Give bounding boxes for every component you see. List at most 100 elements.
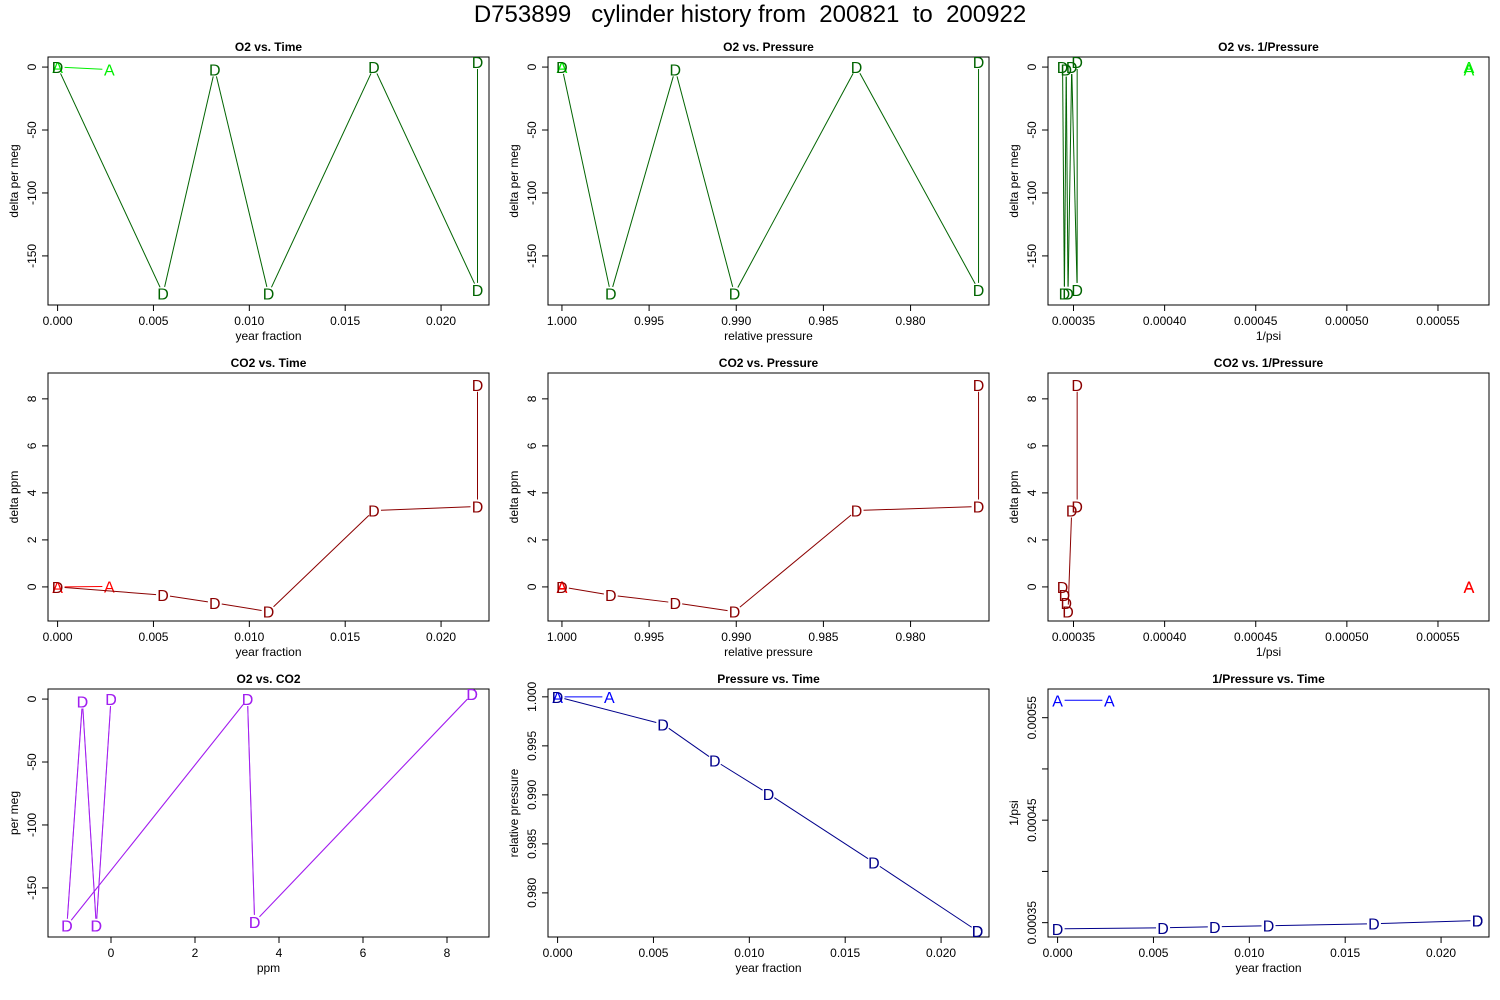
data-point-marker: D	[657, 717, 669, 734]
chart-title: CO2 vs. Pressure	[719, 356, 819, 370]
y-tick-label: 0	[25, 583, 39, 590]
x-axis-label: relative pressure	[724, 645, 813, 659]
data-point-marker: D	[61, 919, 73, 936]
y-tick-label: 0.00035	[1025, 901, 1039, 945]
data-point-marker: A	[1052, 693, 1063, 710]
data-point-marker: D	[1209, 920, 1221, 937]
series-segment	[376, 73, 475, 284]
series-1: AA	[557, 579, 568, 596]
y-axis-label: delta per meg	[1007, 144, 1021, 217]
data-point-marker: D	[1062, 605, 1074, 622]
data-point-marker: D	[729, 287, 741, 304]
y-tick-label: -150	[25, 244, 39, 268]
y-tick-label: 0.985	[525, 829, 539, 859]
data-point-marker: A	[104, 63, 115, 80]
x-tick-label: 6	[360, 946, 367, 960]
data-point-marker: D	[368, 504, 380, 521]
y-tick-label: -100	[25, 181, 39, 205]
y-axis-label: 1/psi	[1007, 800, 1021, 825]
data-point-marker: D	[669, 596, 681, 613]
chart-co2-time: CO2 vs. Time 0.000 0.005 0.010 0.015 0.020 yea…	[7, 356, 490, 659]
data-point-marker: D	[77, 695, 89, 712]
x-tick-label: 4	[276, 946, 283, 960]
series-segment	[774, 797, 869, 860]
y-tick-label: 0.980	[525, 878, 539, 908]
data-point-marker: D	[368, 60, 380, 77]
y-tick-label: 4	[1025, 489, 1039, 496]
data-point-marker: D	[472, 283, 484, 300]
plot-frame	[547, 56, 990, 306]
x-tick-label: 0.00045	[1234, 630, 1278, 644]
data-point-marker: D	[52, 60, 64, 77]
x-axis-label: ppm	[257, 961, 280, 975]
y-tick-label: 0	[25, 63, 39, 70]
chart-co2-pressure: CO2 vs. Pressure 1.000 0.995 0.990 0.985 0.98…	[507, 356, 990, 659]
series-segment	[380, 506, 471, 511]
data-point-marker: D	[209, 596, 221, 613]
data-point-marker: D	[1066, 504, 1078, 521]
y-tick-label: 2	[525, 536, 539, 543]
series-segment	[1170, 926, 1208, 929]
data-point-marker: D	[556, 580, 568, 597]
data-point-marker: D	[466, 687, 478, 704]
y-tick-label: 6	[1025, 442, 1039, 449]
series-1: AA	[1464, 60, 1475, 80]
x-tick-label: 0.005	[138, 630, 168, 644]
data-point-marker: D	[61, 919, 73, 936]
data-point-marker: D	[105, 692, 117, 709]
series-segment	[612, 76, 674, 288]
plot-frame	[1047, 372, 1490, 622]
series-segment	[1067, 74, 1073, 287]
x-tick-label: 0	[108, 946, 115, 960]
x-tick-label: 0.00055	[1416, 314, 1460, 328]
y-tick-label: 0	[1025, 63, 1039, 70]
plot-frame	[547, 688, 990, 938]
series-segment	[247, 706, 255, 915]
series-segment	[271, 73, 372, 288]
chart-title: CO2 vs. 1/Pressure	[1214, 356, 1324, 370]
data-point-marker: D	[1157, 921, 1169, 938]
y-tick-label: -150	[525, 244, 539, 268]
x-tick-label: 0.005	[1138, 946, 1168, 960]
y-tick-label: -50	[1025, 121, 1039, 139]
x-tick-label: 0.000	[1043, 946, 1073, 960]
chart-title: Pressure vs. Time	[717, 672, 820, 686]
x-axis-label: 1/psi	[1256, 329, 1281, 343]
series-segment	[1380, 920, 1471, 924]
x-tick-label: 0.020	[1426, 946, 1456, 960]
data-point-marker: D	[605, 588, 617, 605]
series-segment	[66, 708, 83, 919]
series-segment	[1063, 76, 1067, 287]
series-1: AA	[1464, 579, 1475, 596]
data-point-marker: D	[472, 378, 484, 395]
data-point-marker: D	[105, 692, 117, 709]
page-title: D753899 cylinder history from 200821 to …	[473, 1, 1027, 28]
data-point-marker: D	[472, 55, 484, 72]
data-point-marker: D	[1263, 919, 1275, 936]
x-tick-label: 0.020	[426, 630, 456, 644]
x-tick-label: 0.020	[926, 946, 956, 960]
y-tick-label: 0	[525, 583, 539, 590]
data-point-marker: D	[1057, 60, 1069, 77]
data-point-marker: D	[249, 915, 261, 932]
series-segment	[863, 506, 972, 511]
x-tick-label: 0.015	[330, 630, 360, 644]
data-point-marker: D	[91, 919, 103, 936]
y-tick-label: -50	[525, 121, 539, 139]
data-point-marker: D	[263, 287, 275, 304]
x-tick-label: 0.015	[830, 946, 860, 960]
data-point-marker: A	[604, 690, 615, 707]
y-tick-label: 0.00045	[1025, 798, 1039, 842]
x-tick-label: 0.985	[808, 630, 838, 644]
y-tick-label: 2	[1025, 536, 1039, 543]
plot-frame	[47, 56, 490, 306]
x-axis-label: year fraction	[1235, 961, 1301, 975]
x-axis-label: relative pressure	[724, 329, 813, 343]
data-point-marker: D	[1060, 63, 1072, 80]
data-point-marker: D	[1059, 287, 1071, 304]
